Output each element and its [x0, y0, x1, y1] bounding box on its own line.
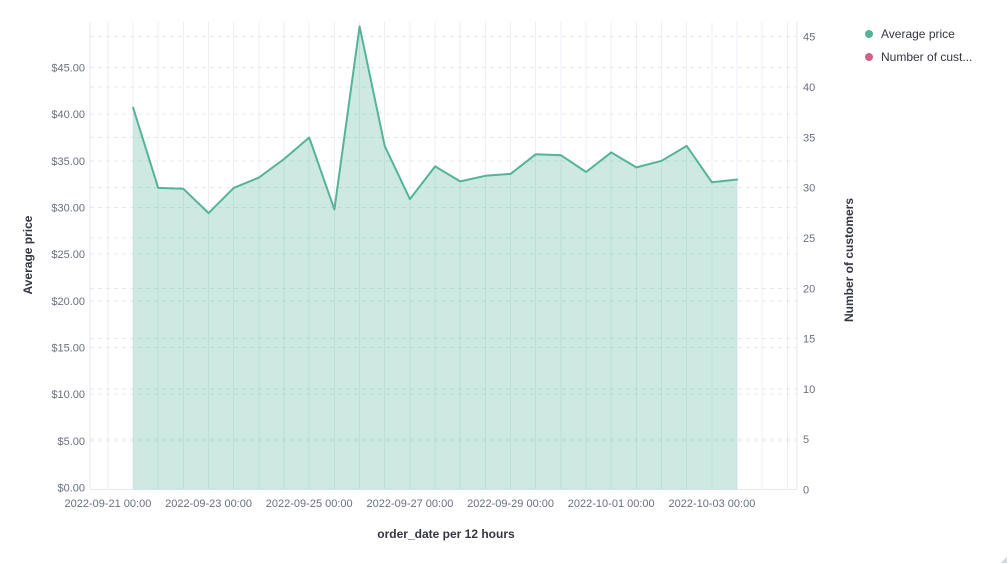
gridlines	[89, 22, 798, 490]
y-left-tick-label: $15.00	[51, 343, 85, 355]
y-left-tick-label: $35.00	[51, 156, 85, 168]
y-right-tick-label: 20	[803, 283, 815, 295]
y-left-tick-label: $30.00	[51, 203, 85, 215]
y-right-tick-label: 10	[803, 384, 815, 396]
legend-item-number-of-customers[interactable]: Number of cust...	[865, 45, 1005, 68]
y-axis-title-right: Number of customers	[842, 197, 856, 323]
resize-handle-icon[interactable]	[1000, 556, 1007, 563]
axis-tick-labels: $0.00 $5.00 $10.00 $15.00 $20.00 $25.00 $30.00…	[51, 32, 815, 510]
legend-label-average-price: Average price	[881, 26, 955, 41]
x-tick-label: 2022-10-03 00:00	[668, 498, 755, 510]
y-right-tick-label: 5	[803, 434, 809, 446]
y-right-tick-label: 25	[803, 233, 815, 245]
average-price-line	[132, 25, 739, 215]
x-tick-label: 2022-09-27 00:00	[366, 498, 453, 510]
y-right-tick-label: 40	[803, 82, 815, 94]
average-price-area	[133, 26, 738, 490]
x-tick-label: 2022-09-21 00:00	[64, 498, 151, 510]
series-dot-average-price-icon	[865, 29, 873, 38]
y-left-tick-label: $40.00	[51, 109, 85, 121]
x-tick-label: 2022-09-29 00:00	[467, 498, 554, 510]
y-left-tick-label: $25.00	[51, 249, 85, 261]
y-right-tick-label: 0	[803, 485, 809, 497]
y-right-tick-label: 15	[803, 334, 815, 346]
y-left-tick-label: $5.00	[57, 436, 85, 448]
series-dot-number-of-customers-icon	[865, 52, 873, 61]
y-right-tick-label: 30	[803, 183, 815, 195]
y-left-tick-label: $45.00	[51, 63, 85, 75]
legend-label-number-of-customers: Number of cust...	[881, 49, 973, 64]
x-tick-label: 2022-10-01 00:00	[568, 498, 655, 510]
x-axis-title: order_date per 12 hours	[377, 527, 515, 541]
y-right-tick-label: 35	[803, 132, 815, 144]
x-tick-label: 2022-09-25 00:00	[266, 498, 353, 510]
y-axis-title-left: Average price	[21, 215, 35, 295]
x-tick-label: 2022-09-23 00:00	[165, 498, 252, 510]
y-right-tick-label: 45	[803, 32, 815, 44]
y-left-tick-label: $0.00	[57, 483, 85, 495]
legend-item-average-price[interactable]: Average price	[865, 22, 1005, 45]
legend: Average price Number of cust...	[865, 22, 1005, 68]
y-left-tick-label: $10.00	[51, 389, 85, 401]
y-left-tick-label: $20.00	[51, 296, 85, 308]
